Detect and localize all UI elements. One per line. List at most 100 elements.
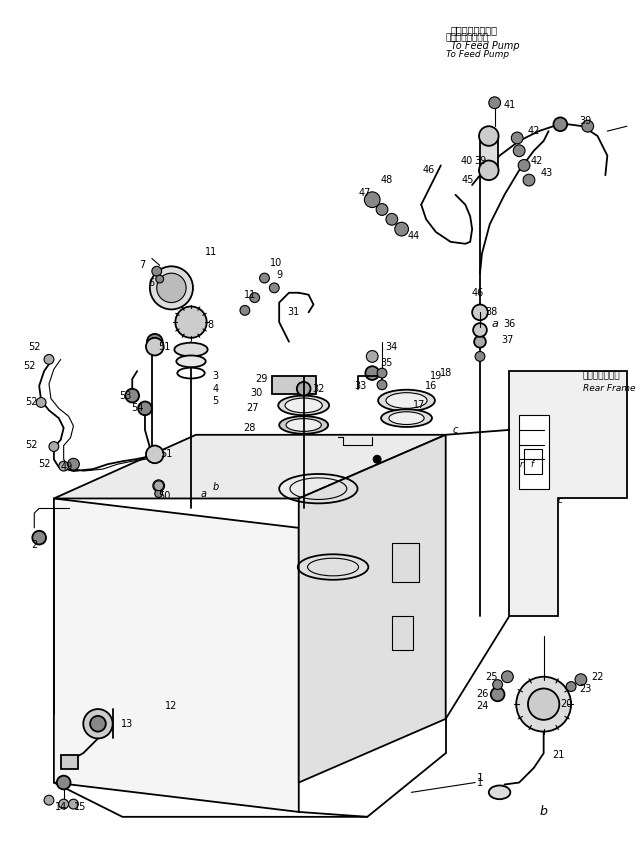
Circle shape (528, 688, 560, 720)
Text: 52: 52 (25, 398, 37, 407)
Circle shape (473, 323, 487, 337)
Text: 48: 48 (381, 175, 393, 185)
Circle shape (152, 266, 162, 276)
Circle shape (146, 445, 164, 463)
Ellipse shape (378, 390, 435, 411)
Circle shape (518, 160, 530, 172)
Circle shape (523, 174, 535, 186)
Text: 52: 52 (38, 459, 50, 469)
Text: 4: 4 (213, 383, 218, 394)
Circle shape (147, 334, 162, 349)
Bar (392, 616, 413, 650)
Circle shape (59, 799, 68, 809)
Ellipse shape (389, 411, 424, 424)
Text: 31: 31 (288, 308, 300, 317)
Circle shape (260, 273, 269, 283)
Text: f: f (531, 460, 533, 468)
Text: 38: 38 (486, 308, 498, 317)
Ellipse shape (386, 393, 427, 408)
Circle shape (240, 305, 250, 315)
Text: 5: 5 (213, 396, 218, 406)
Polygon shape (54, 498, 299, 812)
Text: 37: 37 (501, 335, 514, 345)
Text: 18: 18 (440, 368, 452, 378)
Text: 46: 46 (423, 165, 435, 175)
Text: 42: 42 (527, 126, 540, 136)
Text: 52: 52 (28, 342, 41, 352)
Circle shape (479, 161, 498, 180)
Text: 3: 3 (213, 371, 218, 381)
Circle shape (366, 350, 378, 362)
Text: 49: 49 (61, 462, 73, 472)
Text: 35: 35 (381, 359, 393, 368)
Text: 51: 51 (158, 342, 171, 352)
Circle shape (57, 776, 71, 790)
Ellipse shape (278, 395, 329, 415)
Text: 9: 9 (276, 270, 282, 280)
Text: 52: 52 (25, 439, 37, 450)
Text: 30: 30 (251, 388, 263, 398)
Circle shape (68, 799, 79, 809)
Text: 8: 8 (207, 320, 214, 330)
Bar (480, 136, 498, 170)
Circle shape (377, 380, 387, 390)
Circle shape (156, 273, 186, 303)
Text: 39: 39 (580, 116, 592, 127)
Bar (524, 450, 542, 474)
Text: 27: 27 (247, 404, 259, 413)
Ellipse shape (285, 398, 322, 413)
Text: フィードポンプへ: フィードポンプへ (446, 33, 489, 42)
Text: 46: 46 (472, 288, 484, 298)
Text: 40: 40 (460, 156, 473, 166)
Text: 1: 1 (477, 778, 483, 788)
Circle shape (377, 368, 387, 378)
Circle shape (44, 796, 54, 805)
Text: To Feed Pump: To Feed Pump (451, 41, 519, 51)
Circle shape (150, 266, 193, 309)
Circle shape (32, 530, 46, 545)
Circle shape (513, 144, 525, 156)
Polygon shape (519, 415, 549, 489)
Circle shape (376, 204, 388, 215)
Circle shape (297, 382, 310, 395)
Text: Rear Frame: Rear Frame (583, 384, 636, 394)
Text: a: a (201, 489, 207, 499)
Text: b: b (213, 482, 218, 491)
Circle shape (395, 222, 408, 236)
Circle shape (175, 307, 207, 337)
Circle shape (138, 401, 152, 415)
Text: 39: 39 (474, 156, 486, 166)
Circle shape (386, 213, 398, 225)
Circle shape (44, 354, 54, 365)
Circle shape (479, 127, 498, 146)
Text: 7: 7 (139, 260, 145, 270)
Circle shape (49, 442, 59, 451)
Text: 10: 10 (270, 258, 282, 269)
Text: 33: 33 (354, 381, 366, 391)
Text: 6: 6 (149, 278, 155, 288)
Text: 34: 34 (386, 342, 398, 352)
Text: 20: 20 (560, 700, 573, 709)
Text: 11: 11 (205, 246, 217, 257)
Circle shape (59, 462, 68, 471)
Circle shape (491, 688, 504, 701)
Text: b: b (540, 806, 547, 819)
Text: c: c (558, 496, 563, 505)
Text: 2: 2 (31, 541, 37, 551)
Circle shape (269, 283, 279, 292)
Text: r: r (519, 460, 523, 468)
Text: 47: 47 (358, 188, 370, 198)
Circle shape (511, 132, 523, 144)
Circle shape (472, 304, 488, 320)
Circle shape (147, 446, 162, 462)
Circle shape (36, 398, 46, 407)
Text: 53: 53 (119, 391, 131, 400)
Bar (272, 376, 316, 394)
Ellipse shape (175, 343, 207, 356)
Ellipse shape (176, 355, 205, 367)
Circle shape (553, 117, 567, 131)
Circle shape (516, 677, 571, 732)
Polygon shape (509, 371, 627, 616)
Circle shape (68, 458, 79, 470)
Text: 26: 26 (476, 689, 488, 700)
